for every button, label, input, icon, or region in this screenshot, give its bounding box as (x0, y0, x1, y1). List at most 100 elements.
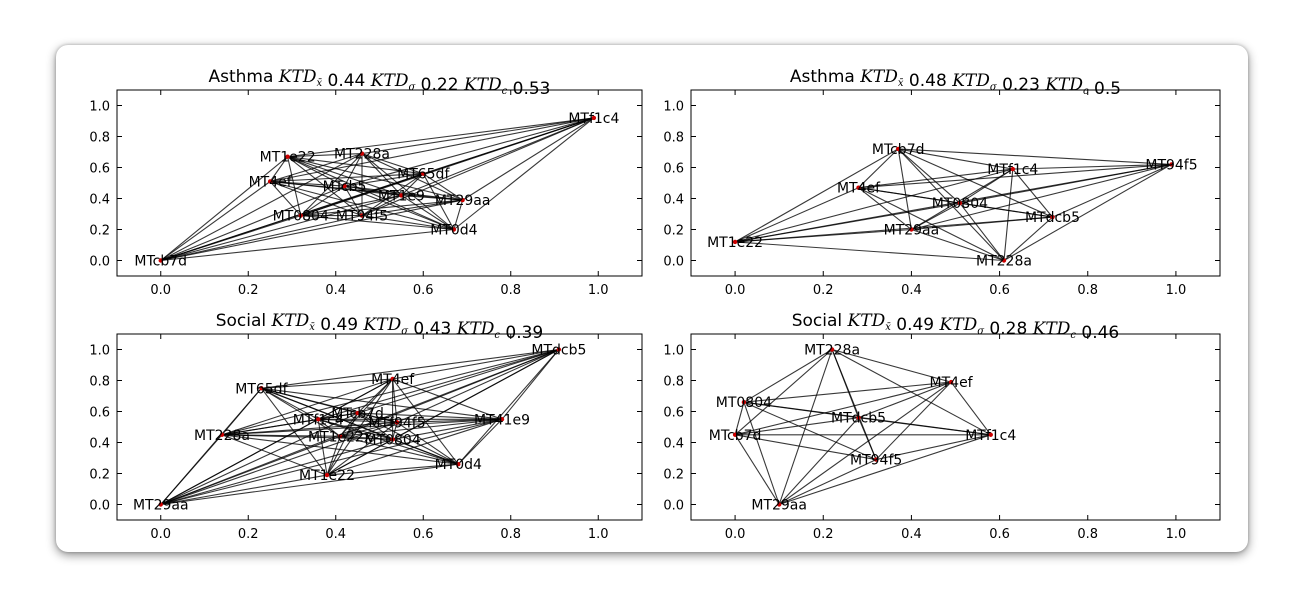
node-MT29aa (460, 197, 465, 203)
edge-MT4ef-MT94f5 (875, 381, 952, 460)
edge-MT0804-MT94f5 (743, 401, 877, 461)
edge-MT1e9-MT29aa (401, 194, 463, 201)
node-label: MTcb5 (323, 179, 367, 195)
node-label: MT29aa (751, 498, 807, 514)
node-label: MT29aa (884, 223, 940, 239)
edge-MTdcb5-MTf94f5 (396, 348, 560, 423)
y-tick-label: 0.6 (89, 406, 110, 421)
y-tick-label: 0.2 (663, 224, 684, 239)
node-MTcb5 (342, 183, 347, 189)
edge-MT4ef-MT228a (858, 187, 1005, 261)
edge-MT228a-MT4ef (269, 153, 363, 183)
node-MT94f5 (1169, 162, 1174, 167)
subplot-title: Asthma KTDx̄ 0.48 KTDσ 0.23 KTDc 0.5 (790, 67, 1121, 99)
node-MT0804 (957, 200, 963, 206)
edge-MTcb7d-MT4ef (160, 181, 271, 261)
edge-MTcb5-MT0d4 (344, 185, 455, 231)
edge-MT1e22-MT4ef (269, 156, 289, 182)
subplot-title: Social KTDx̄ 0.49 KTDσ 0.43 KTDc 0.39 (216, 311, 544, 343)
node-MT94f5 (873, 457, 879, 462)
edge-MT4ef-MTdcb5 (858, 381, 952, 419)
edge-MT228a-MT0804 (300, 153, 363, 216)
node-label: MT0d4 (435, 457, 482, 473)
node-MT29aa (158, 502, 163, 507)
edge-MT29aa-MT0804 (300, 199, 463, 217)
edge-MT228a-MT4ef (831, 348, 952, 383)
edge-MT4ef-MT94f5 (269, 180, 363, 217)
x-tick-label: 0.0 (150, 283, 171, 298)
y-tick-label: 0.0 (89, 499, 110, 514)
axes-frame (116, 333, 643, 521)
node-MT41e9 (499, 417, 505, 422)
edge-MT228a-MT1e9 (361, 153, 402, 196)
x-tick-label: 0.8 (1077, 527, 1098, 542)
node-label: MTdcb5 (1025, 210, 1080, 226)
edge-MT228a-MTcb5 (344, 153, 363, 187)
edge-MTf1c4-MT228a (1003, 169, 1014, 261)
node-label: MT1e22x (308, 429, 372, 445)
edge-MT228a-MTcb7d (734, 349, 833, 436)
node-label: MT1e9 (378, 188, 425, 204)
node-MT228a (1001, 258, 1007, 263)
edge-MT41e9-MT228a (221, 418, 503, 436)
edge-MT0804-MT29aa (160, 438, 393, 506)
edge-MT4ef-MT1e22x (339, 378, 394, 437)
y-tick-label: 0.4 (663, 437, 684, 452)
edge-MTf1c4-MT1e9 (401, 117, 595, 196)
node-label: MT228a (194, 428, 250, 444)
x-tick-label: 0.2 (813, 527, 834, 542)
edge-MT0804-MT1e22 (735, 202, 960, 243)
x-tick-label: 0.2 (813, 283, 834, 298)
edge-MTf1c4-MT1e22 (734, 168, 1013, 243)
node-label: MT0804 (716, 395, 772, 411)
x-tick-label: 1.0 (1166, 283, 1187, 298)
node-MT0804 (390, 437, 395, 442)
y-tick-label: 0.8 (663, 131, 684, 146)
node-MTcb7d (158, 258, 163, 263)
edge-MT94f5-MT4ef (858, 163, 1172, 189)
node-label: MT228a (804, 343, 860, 359)
node-label: MT0804 (932, 196, 988, 212)
node-label: MT29aa (435, 193, 491, 209)
y-tick-label: 0.2 (89, 468, 110, 483)
edge-MTf1c4-MT4ef (269, 117, 595, 183)
edge-MT4ef-MT0804 (743, 381, 952, 403)
node-MT4ef (948, 379, 954, 385)
node-label: MT41e9 (474, 412, 530, 428)
edge-MT1e22-MT228a (735, 241, 1005, 262)
node-MT1e22 (732, 239, 738, 245)
edge-MT0d4-MT29aa (160, 463, 459, 506)
edge-MTdcb5-MT29aa (778, 417, 859, 505)
edge-MTdcb5-MTf1c4 (318, 348, 560, 420)
node-MTdcb5 (856, 415, 861, 420)
node-label: MT94f5 (336, 209, 388, 225)
node-MTdcb5 (1050, 214, 1055, 220)
edge-MT228a-MT0804 (221, 434, 393, 440)
node-MTf1c4 (316, 417, 321, 422)
x-tick-label: 0.2 (238, 283, 259, 298)
node-MTcb7d (895, 146, 901, 152)
node-MTdcb5 (556, 347, 562, 352)
x-tick-label: 0.4 (901, 527, 922, 542)
edge-MTcb7d-MT1e22 (734, 148, 899, 243)
edge-MT228a-MT1e22 (221, 434, 328, 476)
edge-MTcb7d-MT0804 (160, 215, 301, 262)
node-MT0d4 (451, 227, 457, 232)
node-MT94f5 (359, 213, 365, 218)
edge-MT4ef-MT65df (261, 378, 393, 389)
edge-MT228a-MT0d4 (361, 153, 455, 230)
edge-MT0804-MTdcb5 (959, 202, 1053, 218)
node-label: MTdcb5 (531, 343, 586, 359)
node-label: MT0804 (273, 209, 329, 225)
edge-MTcb7d-MT41e9 (357, 412, 503, 420)
edge-MT94f5-MT0d4 (361, 215, 454, 231)
subplot-3: 0.0 0.2 0.4 0.6 0.8 1.0 0.0 0.2 0.4 0.6 0.8 1.0 MTdc… (89, 311, 643, 542)
edge-MTcb7d-MT29aa (160, 412, 358, 505)
node-label: MT4ef (249, 174, 293, 190)
edge-MTdcb5-MTcb7d (735, 417, 859, 436)
edge-MTdcb5-MTcb7d (357, 348, 560, 414)
edge-MT0804-MT1e22 (326, 438, 393, 476)
edge-MTcb7d-MT29aa (160, 199, 463, 262)
edge-MTf1c4-MTcb5 (344, 117, 595, 187)
edge-MT1e22-MT0d4 (287, 156, 455, 231)
